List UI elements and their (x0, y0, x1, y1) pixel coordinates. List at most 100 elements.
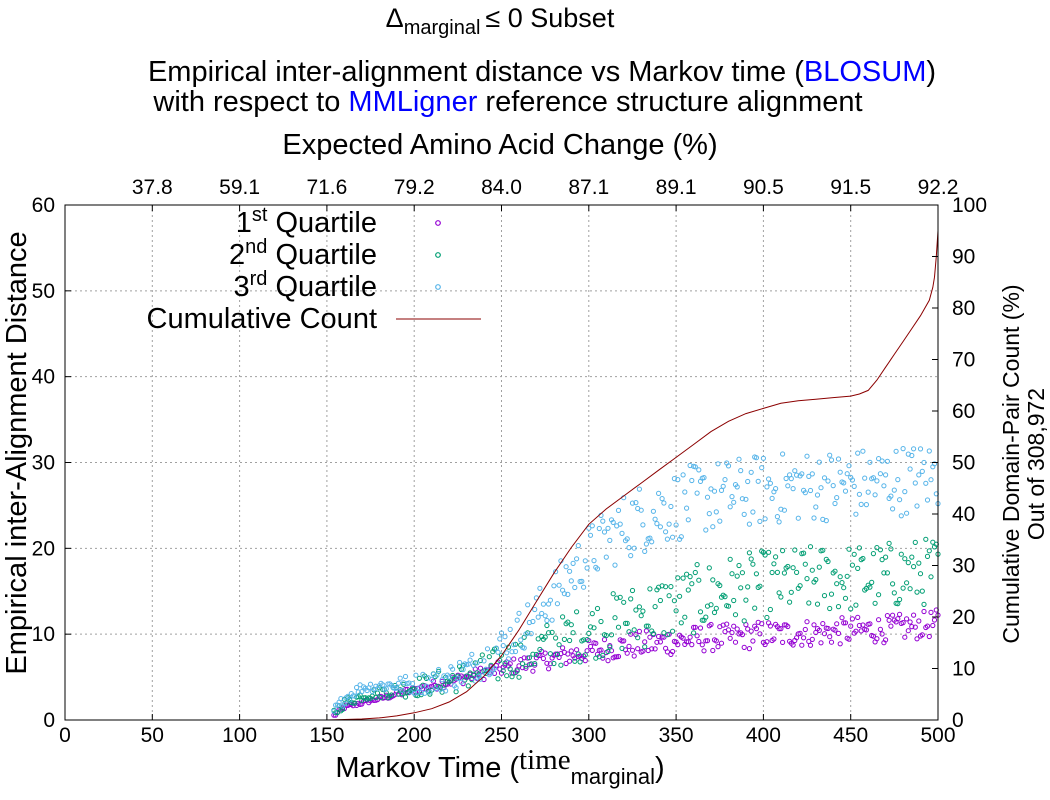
quartile-3-point (594, 566, 601, 572)
quartile-3-point (671, 476, 678, 482)
quartile-3-point (453, 685, 459, 691)
quartile-3-point (483, 666, 489, 672)
quartile-1-point (909, 624, 915, 630)
quartile-2-point (776, 590, 782, 596)
quartile-2-point (926, 548, 932, 554)
quartile-2-point (614, 595, 620, 601)
quartile-1-point (642, 639, 648, 645)
x-tick-label: 300 (571, 724, 606, 747)
quartile-2-point (549, 629, 555, 636)
quartile-3-point (708, 486, 714, 492)
quartile-2-point (600, 652, 606, 659)
quartile-3-point (858, 501, 864, 507)
quartile-3-point (687, 462, 693, 469)
quartile-3-point (636, 486, 643, 492)
quartile-2-point (523, 663, 529, 669)
quartile-1-point (748, 628, 754, 634)
y2-axis-label-line-2: Out of 308,972 (1023, 388, 1049, 540)
quartile-1-point (902, 634, 908, 640)
quartile-1-point (689, 642, 695, 648)
x2-axis-label: Expected Amino Acid Change (%) (282, 129, 717, 161)
quartile-1-point (855, 614, 861, 621)
quartile-3-point (807, 487, 814, 494)
quartile-3-point (631, 545, 637, 551)
y-tick-label: 40 (32, 366, 55, 389)
quartile-2-point (561, 636, 568, 643)
quartile-1-point (820, 621, 826, 627)
quartile-3-point (917, 446, 924, 452)
quartile-3-point (769, 495, 775, 501)
quartile-2-point (832, 568, 838, 574)
x2-tick-label: 91.5 (830, 176, 871, 199)
y2-tick-label: 60 (952, 400, 975, 423)
quartile-2-point (713, 605, 719, 611)
y-tick-label: 60 (32, 194, 55, 217)
quartile-2-point (633, 607, 639, 613)
quartile-2-point (395, 691, 402, 697)
x2-tick-label: 59.1 (219, 176, 260, 199)
quartile-1-point (776, 626, 782, 632)
quartile-2-point (577, 659, 583, 665)
quartile-2-point (699, 617, 705, 623)
quartile-3-point (443, 688, 449, 694)
quartile-2-point (774, 569, 781, 576)
quartile-2-point (781, 570, 788, 576)
quartile-3-point (738, 468, 744, 474)
quartile-2-point (787, 599, 793, 605)
quartile-1-point (582, 658, 588, 664)
quartile-3-point (816, 459, 822, 465)
quartile-1-point (734, 626, 740, 632)
quartile-2-point (741, 618, 747, 624)
quartile-3-point (830, 483, 836, 489)
quartile-2-point (617, 594, 623, 600)
quartile-1-point (481, 676, 487, 683)
quartile-2-point (401, 681, 407, 687)
quartile-3-point (626, 545, 632, 551)
quartile-1-point (657, 639, 664, 645)
quartile-3-point (465, 661, 471, 667)
quartile-3-point (472, 678, 478, 684)
quartile-1-point (816, 627, 822, 634)
quartile-1-point (647, 634, 653, 640)
quartile-3-point (629, 500, 636, 506)
quartile-3-point (642, 548, 648, 555)
quartile-1-point (771, 636, 777, 642)
quartile-2-point (544, 622, 550, 629)
quartile-1-point (675, 642, 681, 648)
x-axis-label-suffix: ) (655, 752, 665, 784)
quartile-2-point (612, 615, 618, 621)
quartile-3-point (354, 684, 360, 691)
x2-tick-label: 87.1 (568, 176, 609, 199)
title-line1-suffix: ) (926, 56, 936, 88)
quartile-2-point (725, 603, 732, 609)
quartile-2-point (516, 674, 522, 680)
quartile-3-point (692, 464, 698, 470)
quartile-1-point (684, 639, 690, 645)
quartile-1-point (691, 624, 697, 631)
legend-marker-2 (435, 252, 441, 258)
quartile-2-point (636, 604, 643, 610)
quartile-3-point (781, 507, 788, 513)
quartile-3-point (715, 461, 721, 467)
chart-title-line-1: Empirical inter-alignment distance vs Ma… (148, 56, 936, 88)
quartile-2-point (546, 630, 552, 636)
quartile-2-point (572, 658, 578, 664)
quartile-3-point (760, 455, 767, 461)
quartile-2-point (902, 556, 908, 562)
quartile-3-point (331, 708, 337, 714)
quartile-3-point (434, 672, 440, 678)
quartile-1-point (876, 617, 882, 623)
quartile-1-point (750, 638, 756, 644)
quartile-3-point (617, 521, 623, 527)
quartile-1-point (879, 631, 885, 637)
quartile-3-point (718, 487, 725, 493)
quartile-3-point (900, 446, 906, 452)
quartile-3-point (581, 584, 587, 590)
quartile-2-point (734, 573, 740, 579)
quartile-2-point (399, 691, 405, 697)
quartile-1-point (741, 644, 747, 651)
quartile-1-point (626, 643, 632, 650)
quartile-2-point (567, 637, 573, 644)
quartile-1-point (732, 639, 739, 645)
